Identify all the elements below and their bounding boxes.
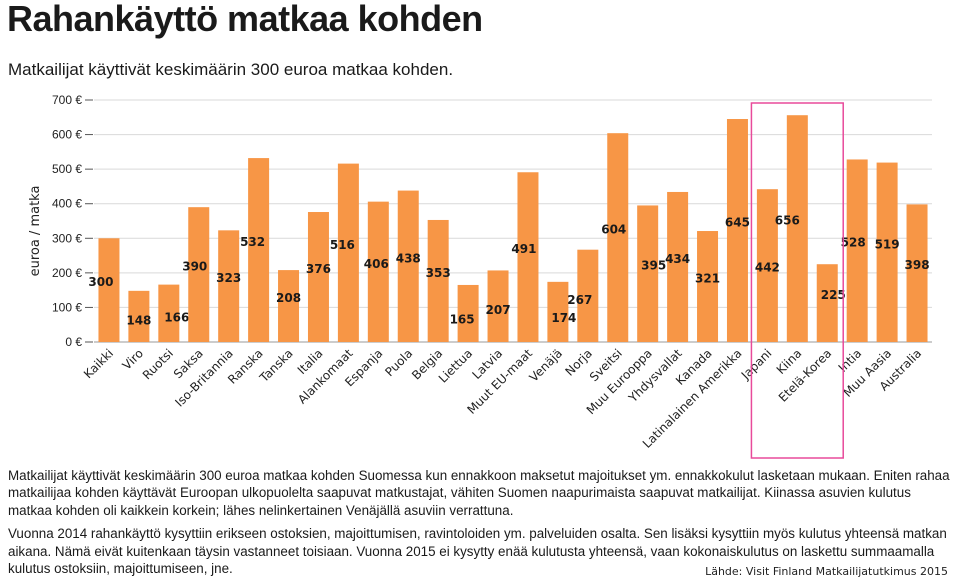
data-label: 207 (486, 303, 511, 317)
bar-kaikki (98, 238, 120, 342)
body-text: Matkailijat käyttivät keskimäärin 300 eu… (8, 467, 958, 583)
data-label: 532 (240, 235, 265, 249)
data-label: 353 (426, 266, 451, 280)
y-tick-label: 500 € (52, 162, 82, 176)
x-tick-label: Tanska (256, 346, 295, 385)
data-label: 300 (88, 275, 113, 289)
bar-ranska (248, 158, 270, 342)
y-tick-label: 700 € (52, 93, 82, 107)
y-tick-label: 300 € (52, 231, 82, 245)
data-label: 604 (601, 223, 626, 237)
data-label: 390 (182, 260, 207, 274)
bar-espanja (367, 201, 389, 342)
data-label: 323 (216, 271, 241, 285)
y-tick-label: 0 € (65, 335, 82, 349)
bar-norja (577, 249, 599, 342)
bar-kiina (786, 115, 808, 342)
x-tick-label: Ruotsi (140, 346, 176, 382)
bar-muu-aasia (876, 162, 898, 342)
data-label: 376 (306, 262, 331, 276)
bar-venäjä (547, 281, 569, 342)
bar-sveitsi (607, 133, 629, 342)
data-label: 519 (875, 237, 900, 251)
data-label: 225 (821, 288, 846, 302)
data-label: 491 (511, 242, 536, 256)
x-tick-label: Venäjä (527, 346, 565, 384)
y-tick-label: 400 € (52, 197, 82, 211)
bar-viro (128, 290, 150, 342)
bar-etelä-korea (816, 264, 838, 342)
data-label: 165 (450, 312, 475, 326)
data-label: 398 (905, 258, 930, 272)
bar-iso-britannia (218, 230, 240, 342)
y-tick-label: 600 € (52, 128, 82, 142)
data-label: 166 (164, 310, 189, 324)
data-label: 148 (126, 313, 151, 327)
data-label: 406 (364, 257, 389, 271)
bar-alankomaat (337, 163, 359, 342)
page-title: Rahankäyttö matkaa kohden (7, 0, 483, 39)
bar-saksa (188, 207, 210, 342)
data-label: 438 (396, 251, 421, 265)
y-tick-label: 100 € (52, 300, 82, 314)
x-tick-label: Japani (738, 346, 775, 383)
bar-muu-eurooppa (637, 205, 659, 342)
bar-australia (906, 204, 928, 342)
body-paragraph-2: Vuonna 2014 rahankäyttö kysyttiin erikse… (8, 526, 947, 577)
data-label: 528 (841, 236, 866, 250)
data-label: 656 (775, 214, 800, 228)
data-label: 321 (695, 272, 720, 286)
data-label: 267 (567, 293, 592, 307)
bar-italia (307, 212, 329, 342)
bar-japani (756, 189, 778, 342)
bar-chart: 0 € 100 € 200 € 300 € 400 € 500 € 600 € 700 € eu… (28, 93, 932, 459)
data-label: 645 (725, 216, 750, 230)
data-label: 442 (755, 261, 780, 275)
bar-ruotsi (158, 284, 180, 342)
bar-muut-eu-maat (517, 172, 539, 342)
bar-belgia (427, 219, 449, 342)
highlight-box (750, 102, 844, 459)
bar-puola (397, 190, 419, 342)
y-axis-title: euroa / matka (28, 186, 43, 277)
x-tick-label: Viro (120, 346, 146, 372)
data-label: 174 (551, 311, 576, 325)
body-paragraph-1: Matkailijat käyttivät keskimäärin 300 eu… (8, 468, 950, 518)
page-subtitle: Matkailijat käyttivät keskimäärin 300 eu… (8, 60, 454, 79)
y-tick-label: 200 € (52, 266, 82, 280)
bar-liettua (457, 284, 479, 342)
x-tick-label: Kaikki (81, 346, 116, 381)
bar-latvia (487, 270, 509, 342)
bar-latinalainen-amerikka (726, 119, 748, 342)
bar-yhdysvallat (667, 191, 689, 342)
bar-intia (846, 159, 868, 342)
data-label: 395 (641, 259, 666, 273)
data-label: 434 (665, 252, 690, 266)
source-note: Lähde: Visit Finland Matkailijatutkimus … (705, 565, 948, 578)
bar-tanska (278, 270, 300, 342)
data-label: 516 (330, 238, 355, 252)
data-label: 208 (276, 291, 301, 305)
x-tick-label: Liettua (436, 346, 475, 385)
bar-kanada (697, 231, 719, 342)
